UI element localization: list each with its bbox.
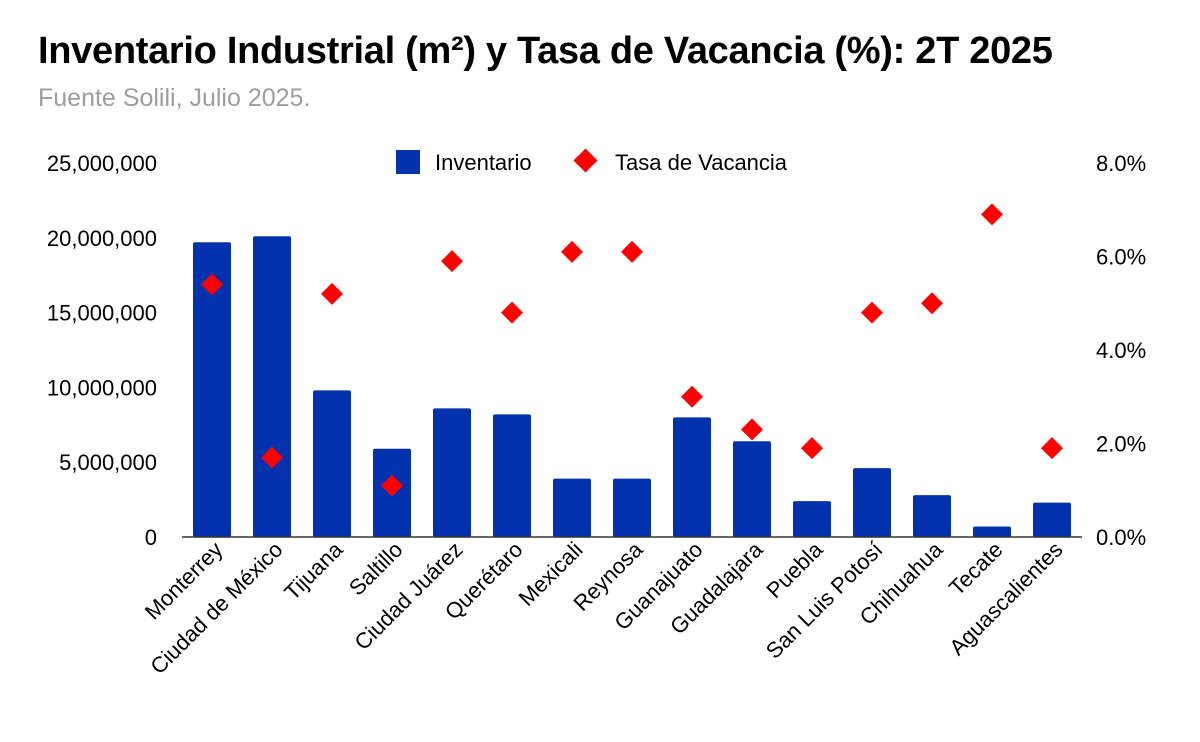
marker-point [981,203,1003,226]
marker-point [381,474,403,497]
legend-label-vacancia: Tasa de Vacancia [615,150,788,175]
left-axis-tick-label: 20,000,000 [47,226,157,251]
marker-point [321,282,343,305]
bar [973,526,1011,537]
legend-label-inventario: Inventario [435,150,532,175]
chart-subtitle: Fuente Solili, Julio 2025. [38,84,311,112]
marker-point [261,446,283,469]
right-axis-tick-label: 2.0% [1096,432,1146,457]
chart-title: Inventario Industrial (m²) y Tasa de Vac… [38,30,1053,72]
marker-series [201,203,1063,497]
right-axis-tick-label: 8.0% [1096,151,1146,176]
marker-point [441,250,463,273]
marker-point [1041,437,1063,460]
marker-point [681,385,703,408]
right-axis-tick-label: 4.0% [1096,338,1146,363]
legend-swatch-inventario [396,150,420,174]
left-axis-tick-label: 5,000,000 [59,450,157,475]
marker-point [561,240,583,263]
right-axis-tick-label: 0.0% [1096,525,1146,550]
marker-point [921,292,943,315]
bar [253,236,291,537]
marker-point [501,301,523,324]
marker-point [801,437,823,460]
bar [313,390,351,537]
left-axis-tick-label: 10,000,000 [47,375,157,400]
bar [793,501,831,537]
right-axis-tick-label: 6.0% [1096,245,1146,270]
legend: Inventario Tasa de Vacancia [396,148,788,175]
bar-series [193,236,1071,537]
marker-point [201,273,223,296]
bar [853,468,891,537]
bar [493,414,531,537]
x-axis-tick-label: Tijuana [279,536,348,605]
left-axis-ticks: 0 5,000,000 10,000,000 15,000,000 20,000,000… [47,151,157,550]
marker-point [741,418,763,441]
bar [193,242,231,537]
bar [613,478,651,537]
left-axis-tick-label: 25,000,000 [47,151,157,176]
marker-point [861,301,883,324]
bar [733,441,771,537]
bar [673,417,711,537]
right-axis-ticks: 0.0% 2.0% 4.0% 6.0% 8.0% [1096,151,1146,550]
bar [1033,502,1071,537]
marker-point [621,240,643,263]
legend-swatch-vacancia [573,148,598,173]
bar [913,495,951,537]
bar [433,408,471,537]
left-axis-tick-label: 15,000,000 [47,301,157,326]
bar [553,478,591,537]
left-axis-tick-label: 0 [145,525,157,550]
